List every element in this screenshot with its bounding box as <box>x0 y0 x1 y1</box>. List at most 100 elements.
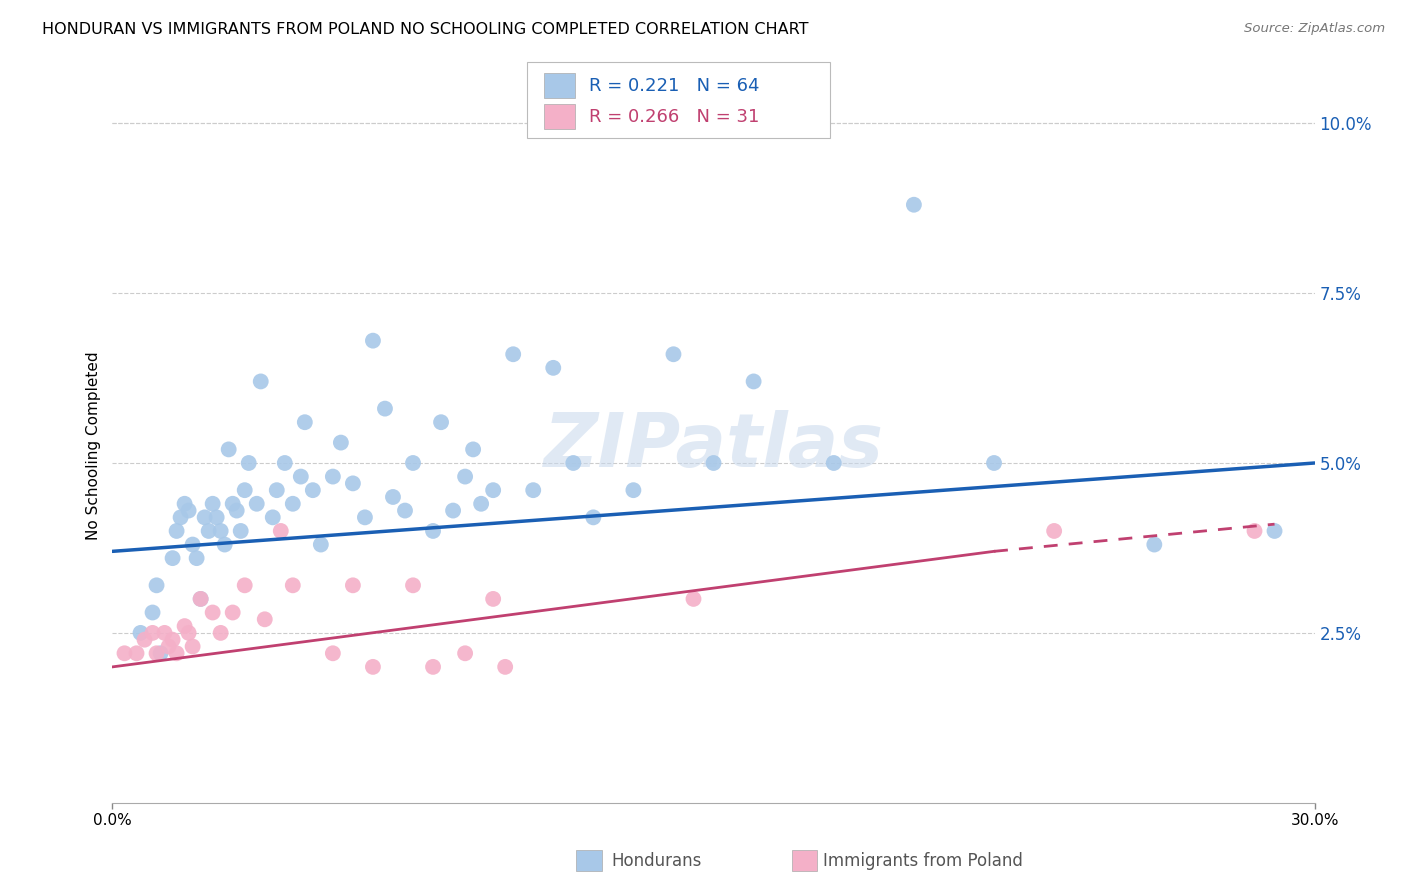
Point <box>141 626 163 640</box>
Point <box>702 456 725 470</box>
Text: Hondurans: Hondurans <box>612 852 702 870</box>
Point <box>543 360 565 375</box>
Point <box>983 456 1005 470</box>
Point <box>218 442 240 457</box>
Point <box>145 578 167 592</box>
Point <box>309 537 332 551</box>
Point <box>173 619 195 633</box>
Point <box>149 646 172 660</box>
Point <box>233 578 256 592</box>
Point <box>201 606 224 620</box>
Point <box>177 626 200 640</box>
Point <box>342 476 364 491</box>
Point <box>190 591 212 606</box>
Point <box>441 503 464 517</box>
Point <box>157 640 180 654</box>
Point <box>823 456 845 470</box>
Point <box>1264 524 1286 538</box>
Point <box>662 347 685 361</box>
Point <box>253 612 276 626</box>
Point <box>281 497 304 511</box>
Point <box>394 503 416 517</box>
Point <box>262 510 284 524</box>
Text: ZIPatlas: ZIPatlas <box>544 409 883 483</box>
Point <box>361 660 384 674</box>
Point <box>482 483 505 498</box>
Point <box>166 524 188 538</box>
Point <box>125 646 148 660</box>
Point <box>266 483 288 498</box>
Point <box>461 442 484 457</box>
Point <box>470 497 492 511</box>
Point <box>169 510 191 524</box>
Point <box>274 456 297 470</box>
Point <box>229 524 252 538</box>
Point <box>329 435 352 450</box>
Point <box>162 632 184 647</box>
Point <box>209 626 232 640</box>
Point <box>1043 524 1066 538</box>
Point <box>290 469 312 483</box>
Point <box>129 626 152 640</box>
Text: Source: ZipAtlas.com: Source: ZipAtlas.com <box>1244 22 1385 36</box>
Point <box>682 591 704 606</box>
Point <box>1243 524 1265 538</box>
Point <box>225 503 247 517</box>
Text: HONDURAN VS IMMIGRANTS FROM POLAND NO SCHOOLING COMPLETED CORRELATION CHART: HONDURAN VS IMMIGRANTS FROM POLAND NO SC… <box>42 22 808 37</box>
Point <box>294 415 316 429</box>
Point <box>201 497 224 511</box>
Point <box>153 626 176 640</box>
Point <box>281 578 304 592</box>
Point <box>166 646 188 660</box>
Point <box>494 660 516 674</box>
Point <box>233 483 256 498</box>
Point <box>422 660 444 674</box>
Point <box>402 456 425 470</box>
Point <box>209 524 232 538</box>
Point <box>342 578 364 592</box>
Point <box>181 640 204 654</box>
Point <box>402 578 425 592</box>
Point <box>430 415 453 429</box>
Point <box>482 591 505 606</box>
Point <box>162 551 184 566</box>
Point <box>222 606 245 620</box>
Point <box>114 646 136 660</box>
Point <box>134 632 156 647</box>
Point <box>141 606 163 620</box>
Point <box>197 524 219 538</box>
Point <box>903 198 925 212</box>
Point <box>177 503 200 517</box>
Point <box>186 551 208 566</box>
Point <box>238 456 260 470</box>
Point <box>181 537 204 551</box>
Point <box>322 469 344 483</box>
Point <box>522 483 544 498</box>
Point <box>361 334 384 348</box>
Text: R = 0.266   N = 31: R = 0.266 N = 31 <box>589 108 759 126</box>
Point <box>145 646 167 660</box>
Text: Immigrants from Poland: Immigrants from Poland <box>823 852 1022 870</box>
Point <box>322 646 344 660</box>
Point <box>270 524 292 538</box>
Point <box>205 510 228 524</box>
Point <box>354 510 377 524</box>
Point <box>214 537 236 551</box>
Point <box>249 375 271 389</box>
Point <box>502 347 524 361</box>
Point <box>454 646 477 660</box>
Y-axis label: No Schooling Completed: No Schooling Completed <box>86 351 101 541</box>
Point <box>302 483 325 498</box>
Point <box>222 497 245 511</box>
Point <box>562 456 585 470</box>
Text: R = 0.221   N = 64: R = 0.221 N = 64 <box>589 77 759 95</box>
Point <box>422 524 444 538</box>
Point <box>246 497 269 511</box>
Point <box>454 469 477 483</box>
Point <box>1143 537 1166 551</box>
Point <box>382 490 405 504</box>
Point <box>173 497 195 511</box>
Point <box>190 591 212 606</box>
Point <box>374 401 396 416</box>
Point <box>582 510 605 524</box>
